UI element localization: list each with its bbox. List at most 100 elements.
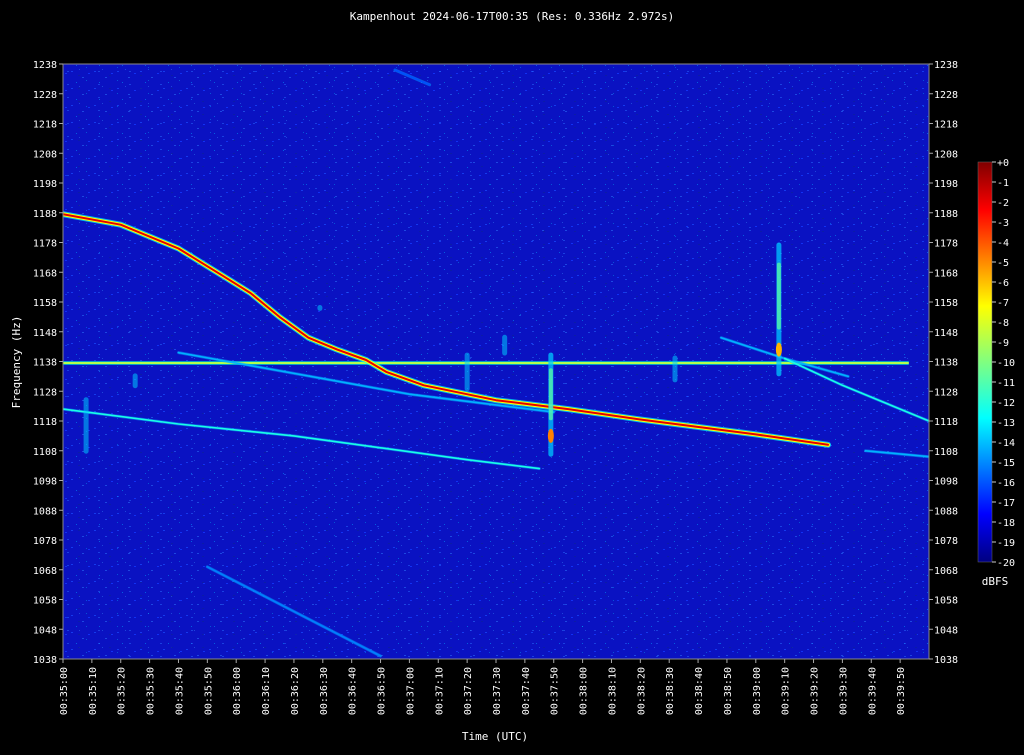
colorbar-tick-label: -6 xyxy=(997,278,1009,289)
x-tick-label: 00:37:40 xyxy=(521,667,532,715)
y-tick-label-left: 1228 xyxy=(33,90,57,101)
y-tick-label-right: 1108 xyxy=(934,447,958,458)
x-tick-label: 00:39:00 xyxy=(752,667,763,715)
y-tick-label-left: 1088 xyxy=(33,506,57,517)
x-tick-label: 00:35:50 xyxy=(203,667,214,715)
meteor-streak-head xyxy=(547,428,554,443)
meteor-streak xyxy=(83,397,89,454)
colorbar-tick-label: -7 xyxy=(997,298,1009,309)
x-tick-label: 00:37:20 xyxy=(463,667,474,715)
y-tick-label-left: 1178 xyxy=(33,239,57,250)
doppler-trace xyxy=(783,357,929,422)
x-tick-label: 00:36:10 xyxy=(261,667,272,715)
colorbar-tick-label: -17 xyxy=(997,498,1015,509)
x-tick-label: 00:36:20 xyxy=(290,667,301,715)
y-tick-label-right: 1208 xyxy=(934,149,958,160)
x-tick-label: 00:36:40 xyxy=(348,667,359,715)
colorbar-tick-label: -19 xyxy=(997,538,1015,549)
colorbar-gradient xyxy=(977,161,993,563)
colorbar-tick-label: -20 xyxy=(997,558,1015,569)
doppler-trace xyxy=(63,408,541,470)
x-tick-label: 00:38:10 xyxy=(607,667,618,715)
meteor-streak xyxy=(672,355,678,383)
signal-marks xyxy=(63,68,929,658)
x-tick-label: 00:37:30 xyxy=(492,667,503,715)
y-tick-label-left: 1078 xyxy=(33,536,57,547)
y-tick-label-left: 1118 xyxy=(33,417,57,428)
colorbar-tick-label: -14 xyxy=(997,438,1015,449)
x-tick-label: 00:35:10 xyxy=(88,667,99,715)
x-tick-label: 00:38:00 xyxy=(579,667,590,715)
colorbar-tick-label: -15 xyxy=(997,458,1015,469)
y-tick-label-left: 1048 xyxy=(33,625,57,636)
meteor-streak xyxy=(464,352,470,392)
x-tick-label: 00:38:20 xyxy=(636,667,647,715)
colorbar-tick-label: -9 xyxy=(997,338,1009,349)
y-axis-left: 1038 1048 1058 1068 1078 1088 1098 1108 1118 1128… xyxy=(33,60,63,666)
meteor-streak xyxy=(317,304,323,311)
y-tick-label-left: 1238 xyxy=(33,60,57,71)
colorbar-tick-label: -2 xyxy=(997,198,1009,209)
x-tick-label: 00:35:20 xyxy=(117,667,128,715)
y-axis-right: 1038 1048 1058 1068 1078 1088 1098 1108 1118 1128… xyxy=(929,60,958,666)
x-tick-label: 00:37:10 xyxy=(434,667,445,715)
doppler-trace xyxy=(177,351,555,413)
x-tick-label: 00:36:30 xyxy=(319,667,330,715)
y-axis-label: Frequency (Hz) xyxy=(10,316,23,409)
y-tick-label-left: 1148 xyxy=(33,328,57,339)
y-tick-label-right: 1218 xyxy=(934,120,958,131)
doppler-trace xyxy=(206,565,382,657)
y-tick-label-left: 1128 xyxy=(33,387,57,398)
x-tick-label: 00:35:30 xyxy=(146,667,157,715)
colorbar-tick-label: -13 xyxy=(997,418,1015,429)
x-tick-label: 00:37:00 xyxy=(405,667,416,715)
colorbar-tick-label: -18 xyxy=(997,518,1015,529)
y-tick-label-right: 1138 xyxy=(934,358,958,369)
y-tick-label-right: 1228 xyxy=(934,90,958,101)
x-axis: 00:35:00 00:35:10 00:35:20 00:35:30 00:35:40… xyxy=(59,659,907,715)
x-tick-label: 00:38:40 xyxy=(694,667,705,715)
y-tick-label-right: 1188 xyxy=(934,209,958,220)
meteor-streak xyxy=(502,334,508,356)
y-tick-label-right: 1198 xyxy=(934,179,958,190)
y-tick-label-right: 1178 xyxy=(934,239,958,250)
colorbar-tick-label: -5 xyxy=(997,258,1009,269)
y-tick-label-left: 1098 xyxy=(33,477,57,488)
y-tick-label-right: 1058 xyxy=(934,596,958,607)
colorbar-tick-label: -10 xyxy=(997,358,1015,369)
x-tick-label: 00:39:10 xyxy=(781,667,792,715)
colorbar: +0 -1 -2 -3 -4 -5 -6 -7 -8 -9 -10 -11 -12 -13 -14 -15 -1… xyxy=(977,158,1015,588)
doppler-trace xyxy=(394,69,431,86)
colorbar-tick-label: -8 xyxy=(997,318,1009,329)
x-tick-label: 00:38:30 xyxy=(665,667,676,715)
y-tick-label-right: 1128 xyxy=(934,387,958,398)
x-tick-label: 00:35:40 xyxy=(174,667,185,715)
meteor-streak-core xyxy=(548,368,553,421)
x-tick-label: 00:35:00 xyxy=(59,667,70,715)
x-tick-label: 00:39:20 xyxy=(810,667,821,715)
colorbar-tick-label: -3 xyxy=(997,218,1009,229)
y-tick-label-left: 1058 xyxy=(33,596,57,607)
y-tick-label-right: 1148 xyxy=(934,328,958,339)
y-tick-label-left: 1188 xyxy=(33,209,57,220)
meteor-streak xyxy=(132,373,138,389)
colorbar-tick-label: -1 xyxy=(997,178,1009,189)
doppler-trace xyxy=(63,213,829,446)
y-tick-label-left: 1108 xyxy=(33,447,57,458)
colorbar-tick-label: -11 xyxy=(997,378,1015,389)
y-tick-label-right: 1068 xyxy=(934,566,958,577)
x-tick-label: 00:36:50 xyxy=(377,667,388,715)
doppler-trace xyxy=(864,449,929,458)
meteor-streak-head xyxy=(775,342,782,357)
x-tick-label: 00:39:30 xyxy=(838,667,849,715)
meteor-streak-core xyxy=(776,262,781,330)
y-tick-label-right: 1038 xyxy=(934,655,958,666)
y-tick-label-left: 1208 xyxy=(33,149,57,160)
colorbar-tick-label: +0 xyxy=(997,158,1009,169)
y-tick-label-left: 1198 xyxy=(33,179,57,190)
colorbar-tick-label: -12 xyxy=(997,398,1015,409)
y-tick-label-left: 1168 xyxy=(33,268,57,279)
y-tick-label-right: 1088 xyxy=(934,506,958,517)
colorbar-tick-label: -4 xyxy=(997,238,1009,249)
